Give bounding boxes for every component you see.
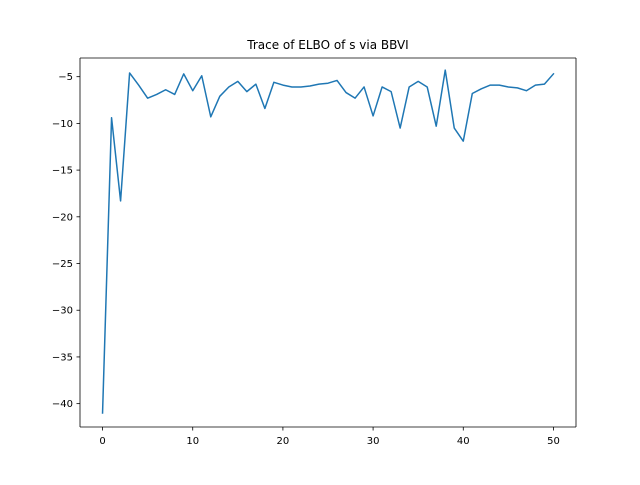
- x-tick-label: 40: [457, 436, 470, 447]
- series-line-0: [101, 69, 555, 414]
- y-tick-label: −20: [52, 212, 73, 223]
- y-tick-label: −30: [52, 306, 73, 317]
- x-tick-label: 10: [186, 436, 199, 447]
- y-tick-label: −15: [52, 166, 73, 177]
- y-tick-label: −35: [52, 352, 73, 363]
- chart-title: Trace of ELBO of s via BBVI: [246, 38, 408, 52]
- x-tick-label: 20: [277, 436, 290, 447]
- x-tick-label: 50: [547, 436, 560, 447]
- y-tick-label: −5: [58, 72, 73, 83]
- x-tick-label: 30: [367, 436, 380, 447]
- y-tick-label: −40: [52, 399, 73, 410]
- plot-area: 0 10 20 30 40 50 −40 −35 −30 −25 −20 −15 −10 −5: [52, 57, 577, 447]
- y-tick-label: −25: [52, 259, 73, 270]
- y-tick-label: −10: [52, 119, 73, 130]
- x-tick-label: 0: [99, 436, 105, 447]
